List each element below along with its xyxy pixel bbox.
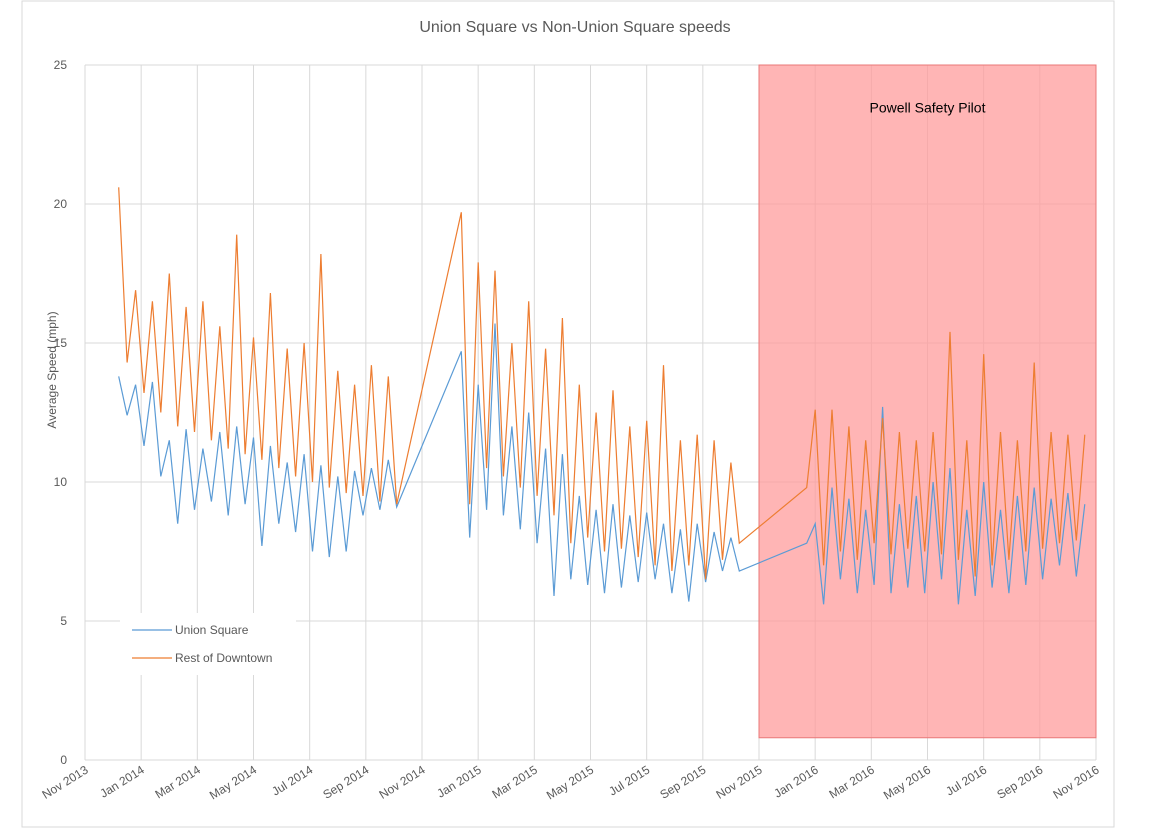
legend-label: Rest of Downtown <box>175 651 272 665</box>
y-tick-label: 10 <box>54 475 68 489</box>
y-tick-label: 25 <box>54 58 68 72</box>
y-tick-label: 5 <box>60 614 67 628</box>
chart-title: Union Square vs Non-Union Square speeds <box>419 19 730 36</box>
shaded-region <box>758 64 1097 739</box>
y-tick-label: 20 <box>54 197 68 211</box>
y-tick-label: 15 <box>54 336 68 350</box>
series-line <box>118 187 1086 580</box>
series-line <box>118 323 1086 605</box>
legend-box <box>120 613 296 675</box>
y-tick-label: 0 <box>60 753 67 767</box>
legend-label: Union Square <box>175 623 249 637</box>
y-axis-label: Average Speed (mph) <box>45 311 59 428</box>
region-label: Powell Safety Pilot <box>870 99 986 115</box>
